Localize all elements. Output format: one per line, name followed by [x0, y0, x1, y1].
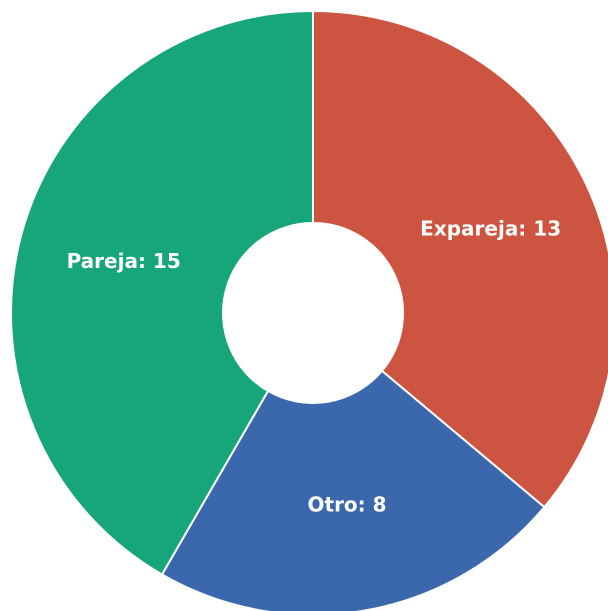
slice-label: Pareja: 15: [67, 249, 181, 273]
donut-slice: [160, 369, 546, 611]
donut-slice: [9, 9, 314, 576]
slice-label: Otro: 8: [308, 493, 387, 517]
donut-slice: [312, 9, 608, 509]
slice-label: Expareja: 13: [420, 217, 561, 241]
